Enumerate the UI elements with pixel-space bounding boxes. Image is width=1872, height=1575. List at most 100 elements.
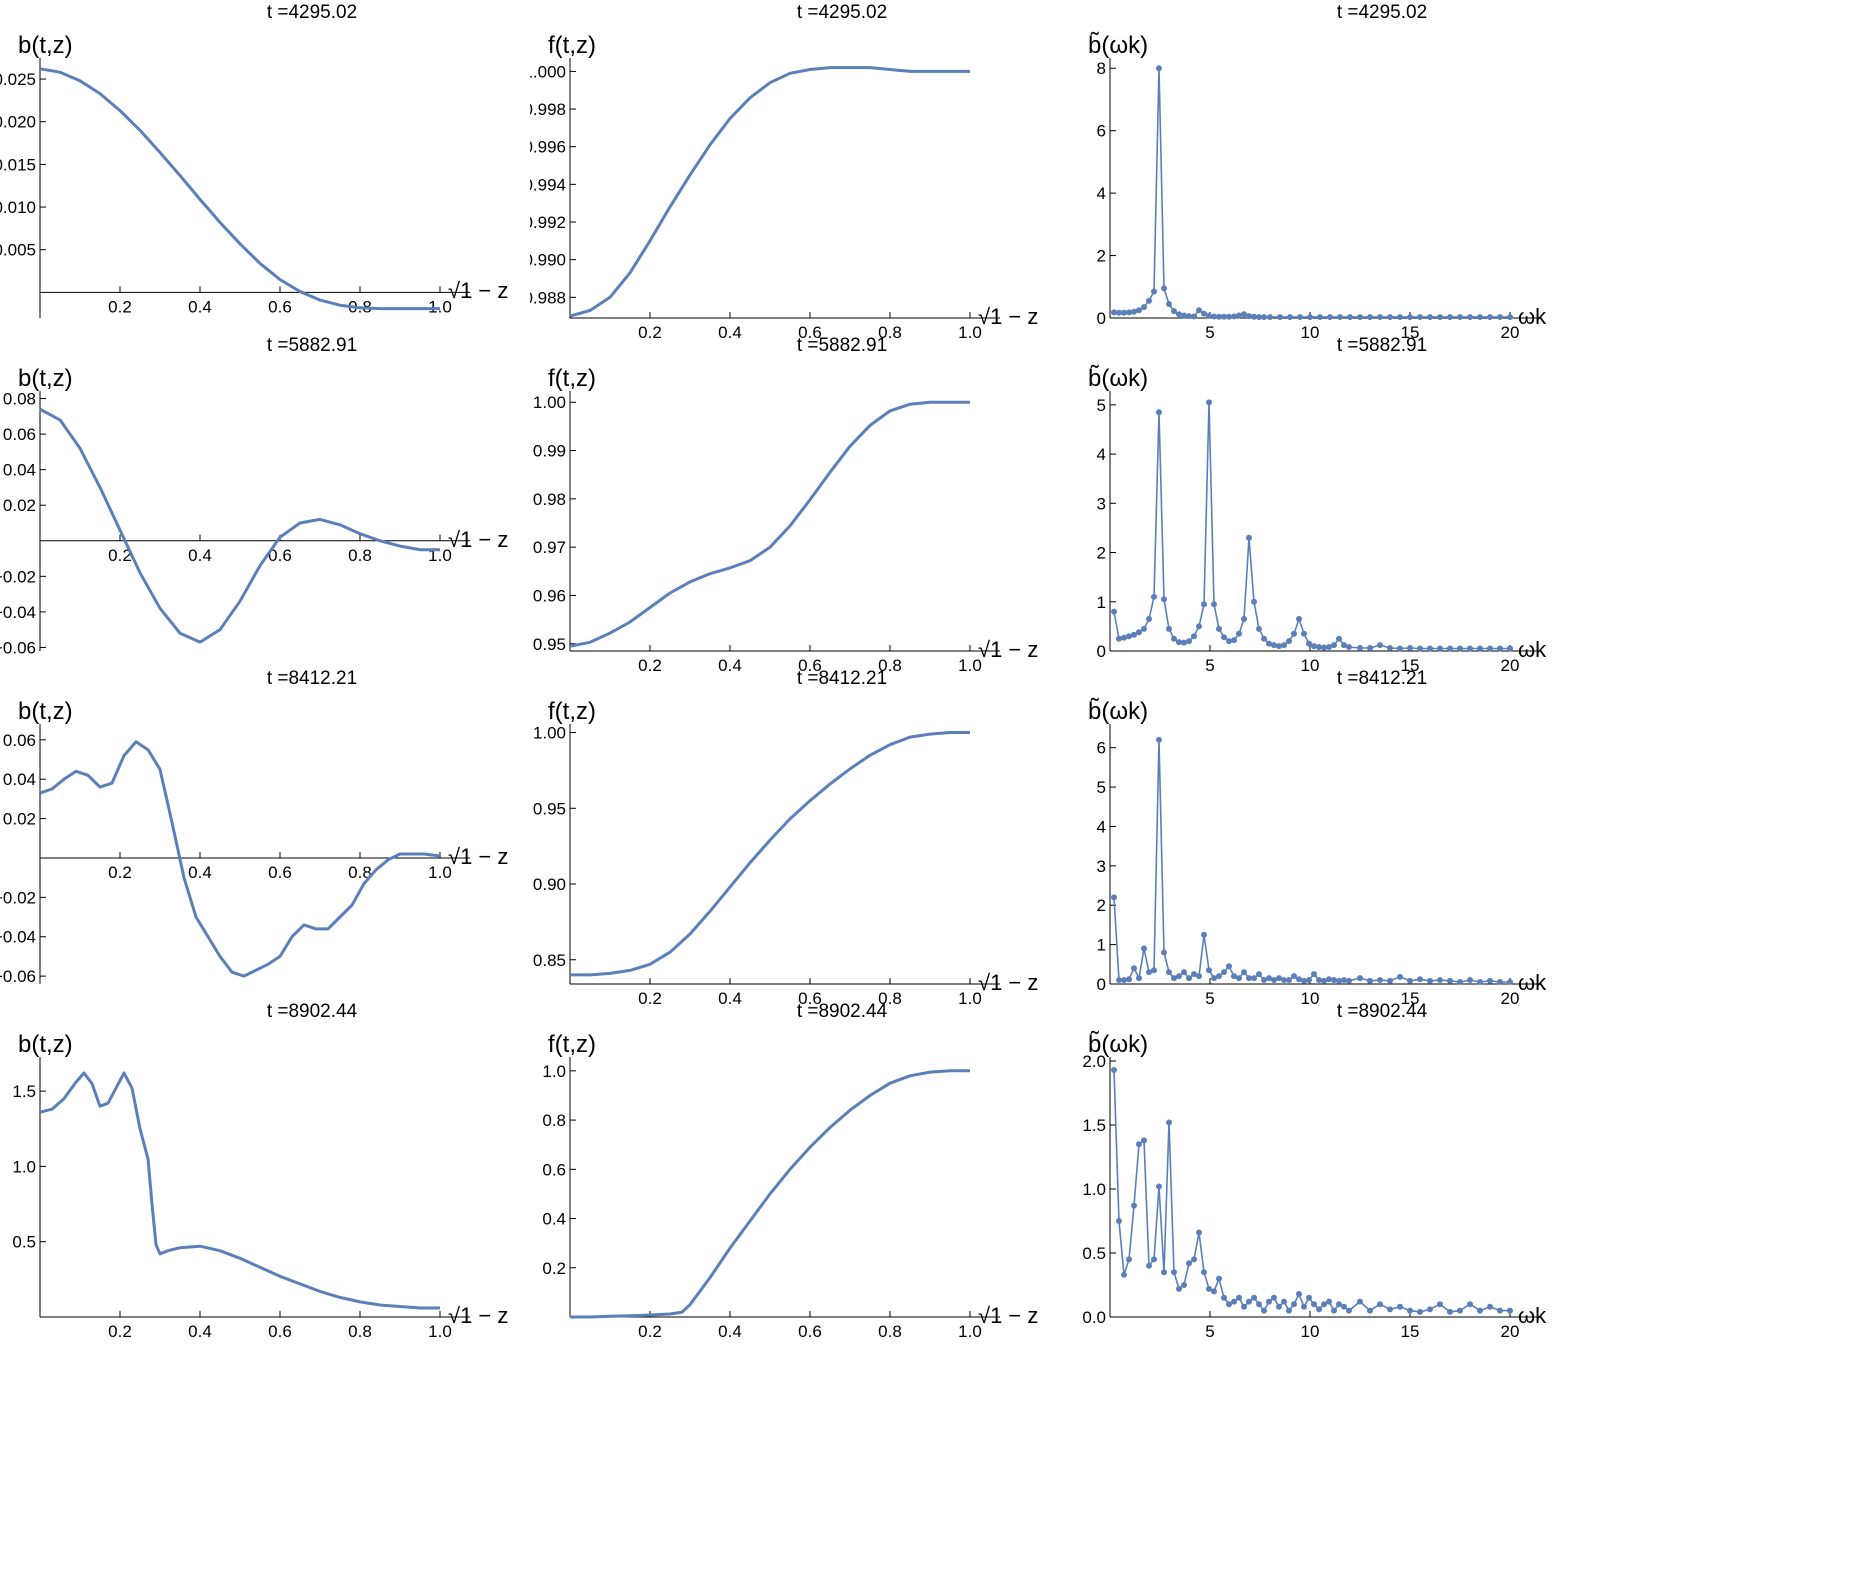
- data-point: [1261, 1307, 1267, 1314]
- data-point: [1477, 1307, 1483, 1314]
- data-point: [1467, 977, 1473, 984]
- y-tick-label: 0.994: [530, 175, 566, 194]
- chart-title: t =8412.21: [266, 668, 358, 689]
- data-point: [1191, 971, 1197, 978]
- data-point: [1236, 1294, 1242, 1301]
- data-point: [1367, 1307, 1373, 1314]
- chart-title: t =8902.44: [1336, 1001, 1428, 1022]
- data-point: [1407, 1307, 1413, 1314]
- data-point: [1121, 634, 1127, 641]
- y-axis-label: b(t,z): [18, 698, 73, 725]
- data-point: [1291, 973, 1297, 980]
- data-point: [1497, 314, 1503, 321]
- y-tick-label: 1.5: [12, 1082, 36, 1101]
- chart-panel-bw-5882: t =5882.91 5 10 15 20 0 1 2 3 4 5 b̃(ωk) ωk: [1070, 333, 1694, 727]
- y-tick-label: 0.005: [0, 241, 36, 260]
- data-point: [1467, 1301, 1473, 1308]
- data-point: [1341, 977, 1347, 984]
- x-tick-label: 0.4: [188, 297, 212, 316]
- data-point: [1171, 975, 1177, 982]
- data-point: [1387, 1306, 1393, 1313]
- data-point: [1397, 973, 1403, 980]
- chart-svg: 0.2 0.4 0.6 0.8 1.0 0.5 1.0 1.5: [12, 1057, 470, 1341]
- data-point: [1126, 633, 1132, 640]
- data-point: [1141, 1137, 1147, 1144]
- y-tick-label: 0.025: [0, 70, 36, 89]
- data-point: [1131, 1202, 1137, 1209]
- data-point: [1251, 313, 1257, 320]
- data-point: [1246, 1298, 1252, 1305]
- data-point: [1487, 1303, 1493, 1310]
- series-line: [570, 731, 970, 977]
- data-point: [1377, 314, 1383, 321]
- data-point: [1337, 314, 1343, 321]
- y-tick-label: 6: [1097, 739, 1106, 758]
- data-point: [1291, 1301, 1297, 1308]
- chart-panel-bw-8902: t =8902.44 5 10 15 20 0.0 0.5 1.0 1.5 2.0 b̃(ωk) ωk: [1070, 999, 1694, 1393]
- data-point: [1266, 640, 1272, 647]
- data-point: [1241, 1303, 1247, 1310]
- data-point: [1166, 300, 1172, 307]
- data-point: [1201, 1269, 1207, 1276]
- data-point: [1296, 616, 1302, 622]
- data-point: [1301, 1303, 1307, 1310]
- data-point: [1387, 977, 1393, 984]
- x-tick-label: 0.2: [638, 656, 662, 675]
- data-point: [1306, 1294, 1312, 1301]
- x-tick-label: 0.4: [718, 1322, 742, 1341]
- data-point: [1201, 310, 1207, 317]
- x-tick-label: 0.6: [268, 546, 292, 565]
- x-tick-label: 0.4: [188, 1322, 212, 1341]
- data-point: [1507, 1307, 1513, 1314]
- x-tick-label: 0.4: [718, 989, 742, 1008]
- data-point: [1181, 312, 1187, 319]
- data-point: [1256, 314, 1262, 321]
- x-tick-label: 15: [1401, 1322, 1420, 1341]
- data-point: [1131, 308, 1137, 315]
- chart-title: t =8902.44: [796, 1001, 888, 1022]
- y-tick-label: 0.04: [3, 770, 36, 789]
- chart-title: t =5882.91: [266, 335, 358, 356]
- y-tick-label: 1.000: [530, 62, 566, 81]
- x-tick-label: 15: [1401, 656, 1420, 675]
- chart-title: t =5882.91: [796, 335, 888, 356]
- data-point: [1286, 977, 1292, 984]
- y-tick-label: 2: [1097, 544, 1106, 563]
- y-tick-label: 0: [1097, 642, 1106, 661]
- chart-title: t =4295.02: [796, 2, 888, 23]
- data-point: [1311, 643, 1317, 650]
- x-tick-label: 0.2: [108, 1322, 132, 1341]
- data-point: [1457, 979, 1463, 986]
- data-point: [1136, 975, 1142, 982]
- x-tick-label: 0.8: [878, 1322, 902, 1341]
- data-point: [1387, 645, 1393, 652]
- data-point: [1377, 1301, 1383, 1308]
- data-point: [1256, 1301, 1262, 1308]
- chart-title: t =4295.02: [266, 2, 358, 23]
- data-point: [1427, 977, 1433, 984]
- data-point: [1156, 409, 1162, 416]
- x-tick-label: 0.2: [638, 989, 662, 1008]
- data-point: [1186, 638, 1192, 645]
- data-point: [1347, 314, 1353, 321]
- data-point: [1276, 1303, 1282, 1310]
- y-tick-label: −0.04: [0, 603, 36, 622]
- x-tick-label: 10: [1301, 656, 1320, 675]
- data-point: [1116, 635, 1122, 642]
- y-tick-label: −0.04: [0, 928, 36, 947]
- data-point: [1417, 976, 1423, 983]
- data-point: [1201, 601, 1207, 608]
- x-tick-label: 5: [1205, 989, 1214, 1008]
- data-point: [1146, 297, 1152, 304]
- y-axis-label: b(t,z): [18, 365, 73, 392]
- data-point: [1287, 314, 1293, 321]
- data-point: [1171, 635, 1177, 642]
- chart-svg: 5 10 15 20 0 1 2 3 4 5: [1097, 391, 1540, 675]
- y-tick-label: 2: [1097, 247, 1106, 266]
- data-point: [1191, 633, 1197, 640]
- series-line: [39, 407, 440, 644]
- data-point: [1196, 623, 1202, 630]
- data-point: [1141, 625, 1147, 632]
- data-point: [1121, 309, 1127, 316]
- x-tick-label: 0.8: [348, 1322, 372, 1341]
